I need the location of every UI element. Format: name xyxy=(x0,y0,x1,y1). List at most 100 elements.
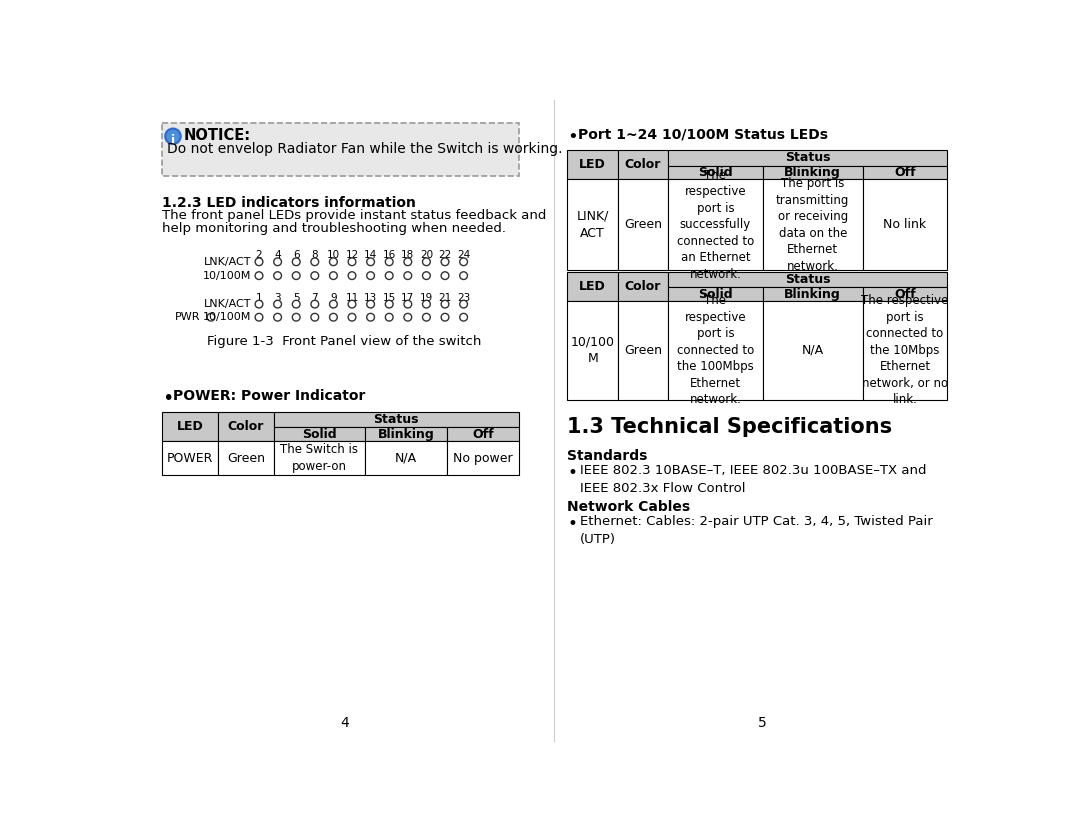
Text: •: • xyxy=(567,515,578,533)
Text: The front panel LEDs provide instant status feedback and: The front panel LEDs provide instant sta… xyxy=(162,209,546,223)
Text: Figure 1-3  Front Panel view of the switch: Figure 1-3 Front Panel view of the switc… xyxy=(207,335,482,348)
Text: Standards: Standards xyxy=(567,449,648,463)
Text: 21: 21 xyxy=(438,293,451,303)
Text: The port is
transmitting
or receiving
data on the
Ethernet
network.: The port is transmitting or receiving da… xyxy=(777,177,850,273)
Text: Solid: Solid xyxy=(698,166,733,179)
Text: •: • xyxy=(162,389,174,408)
Text: help monitoring and troubleshooting when needed.: help monitoring and troubleshooting when… xyxy=(162,222,507,234)
Text: Green: Green xyxy=(227,452,265,465)
Text: 23: 23 xyxy=(457,293,470,303)
Bar xyxy=(762,179,863,270)
Bar xyxy=(863,179,947,270)
Bar xyxy=(618,150,669,179)
Bar xyxy=(162,441,218,475)
Bar xyxy=(863,287,947,301)
Text: 9: 9 xyxy=(330,293,337,303)
Text: 3: 3 xyxy=(274,293,281,303)
Text: The
respective
port is
successfully
connected to
an Ethernet
network.: The respective port is successfully conn… xyxy=(677,168,754,281)
Text: 5: 5 xyxy=(293,293,299,303)
Bar xyxy=(618,272,669,301)
Text: LNK/ACT: LNK/ACT xyxy=(204,257,252,267)
Text: 19: 19 xyxy=(420,293,433,303)
Text: The respective
port is
connected to
the 10Mbps
Ethernet
network, or no
link.: The respective port is connected to the … xyxy=(861,294,948,406)
Bar xyxy=(669,179,762,270)
Text: 5: 5 xyxy=(758,716,767,730)
Bar xyxy=(447,441,518,475)
Text: 16: 16 xyxy=(382,250,396,260)
Text: 7: 7 xyxy=(311,293,319,303)
Text: Status: Status xyxy=(785,151,831,164)
Text: 1.3 Technical Specifications: 1.3 Technical Specifications xyxy=(567,416,892,436)
Bar xyxy=(618,301,669,399)
Bar xyxy=(365,427,447,441)
Text: POWER: POWER xyxy=(166,452,213,465)
Text: IEEE 802.3 10BASE–T, IEEE 802.3u 100BASE–TX and
IEEE 802.3x Flow Control: IEEE 802.3 10BASE–T, IEEE 802.3u 100BASE… xyxy=(580,465,927,495)
Text: 2: 2 xyxy=(256,250,262,260)
Text: Color: Color xyxy=(625,158,661,171)
Bar xyxy=(273,427,365,441)
Bar xyxy=(273,441,365,475)
Text: 10/100
M: 10/100 M xyxy=(570,335,615,365)
Text: Blinking: Blinking xyxy=(784,166,841,179)
Text: 20: 20 xyxy=(420,250,433,260)
Text: 14: 14 xyxy=(364,250,377,260)
Bar xyxy=(162,123,518,175)
Text: Port 1~24 10/100M Status LEDs: Port 1~24 10/100M Status LEDs xyxy=(578,128,828,142)
Text: Off: Off xyxy=(894,166,916,179)
Bar xyxy=(762,301,863,399)
Text: 18: 18 xyxy=(401,250,415,260)
Text: 22: 22 xyxy=(438,250,451,260)
Text: 1.2.3 LED indicators information: 1.2.3 LED indicators information xyxy=(162,195,416,209)
Text: Green: Green xyxy=(624,219,662,231)
Bar xyxy=(218,441,273,475)
Text: 17: 17 xyxy=(401,293,415,303)
Bar xyxy=(863,301,947,399)
Text: LED: LED xyxy=(579,280,606,293)
Circle shape xyxy=(165,128,180,144)
Text: The
respective
port is
connected to
the 100Mbps
Ethernet
network.: The respective port is connected to the … xyxy=(677,294,754,406)
Text: Color: Color xyxy=(228,420,264,433)
Text: LNK/ACT: LNK/ACT xyxy=(204,299,252,309)
Bar xyxy=(447,427,518,441)
Text: i: i xyxy=(171,134,175,147)
Text: Ethernet: Cables: 2-pair UTP Cat. 3, 4, 5, Twisted Pair
(UTP): Ethernet: Cables: 2-pair UTP Cat. 3, 4, … xyxy=(580,515,933,546)
Bar xyxy=(273,412,518,427)
Text: No power: No power xyxy=(454,452,513,465)
Bar xyxy=(669,272,947,287)
Text: •: • xyxy=(567,128,578,146)
Text: Green: Green xyxy=(624,344,662,357)
Bar xyxy=(669,287,762,301)
Text: 6: 6 xyxy=(293,250,299,260)
Text: LED: LED xyxy=(177,420,203,433)
Text: N/A: N/A xyxy=(395,452,417,465)
Bar xyxy=(669,301,762,399)
Bar xyxy=(218,412,273,441)
Text: 15: 15 xyxy=(382,293,396,303)
Text: Do not envelop Radiator Fan while the Switch is working.: Do not envelop Radiator Fan while the Sw… xyxy=(166,142,563,156)
Text: Status: Status xyxy=(785,273,831,286)
Text: PWR: PWR xyxy=(175,312,201,322)
Text: Color: Color xyxy=(625,280,661,293)
Bar xyxy=(365,441,447,475)
Text: Blinking: Blinking xyxy=(378,428,434,440)
Text: Solid: Solid xyxy=(302,428,337,440)
Text: Blinking: Blinking xyxy=(784,288,841,300)
Text: Status: Status xyxy=(374,413,419,426)
Text: 4: 4 xyxy=(340,716,349,730)
Text: 8: 8 xyxy=(311,250,319,260)
Text: N/A: N/A xyxy=(801,344,824,357)
Bar xyxy=(618,179,669,270)
Text: NOTICE:: NOTICE: xyxy=(184,128,251,143)
Bar xyxy=(762,165,863,179)
Text: LINK/
ACT: LINK/ ACT xyxy=(577,210,609,240)
Bar xyxy=(567,150,618,179)
Text: 10/100M: 10/100M xyxy=(203,312,252,322)
Bar xyxy=(567,301,618,399)
Bar xyxy=(863,165,947,179)
Text: 10/100M: 10/100M xyxy=(203,271,252,280)
Text: Solid: Solid xyxy=(698,288,733,300)
Text: Network Cables: Network Cables xyxy=(567,500,690,514)
Text: The Switch is
power-on: The Switch is power-on xyxy=(281,443,359,473)
Text: 11: 11 xyxy=(346,293,359,303)
Text: Off: Off xyxy=(894,288,916,300)
